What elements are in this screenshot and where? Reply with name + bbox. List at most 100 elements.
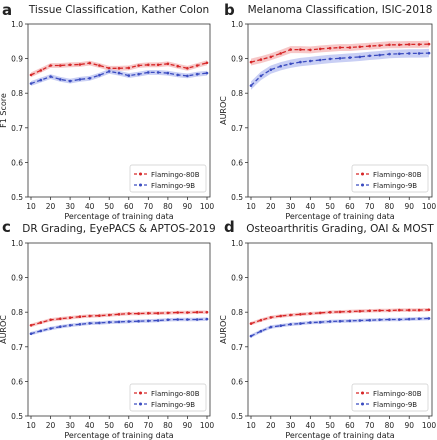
- legend-marker: [361, 402, 364, 406]
- panel-d: d Osteoarthritis Grading, OAI & MOST 0.5 0.…: [219, 218, 436, 440]
- y-tick-label: 0.6: [11, 158, 23, 167]
- y-tick-label: 0.9: [11, 55, 23, 64]
- legend-label: Flamingo-9B: [151, 182, 195, 190]
- data-point: [328, 57, 332, 61]
- data-point: [78, 323, 82, 326]
- data-point: [259, 318, 263, 322]
- y-tick-label: 0.7: [11, 343, 23, 352]
- data-point: [388, 52, 391, 56]
- data-point: [176, 64, 179, 68]
- data-point: [318, 320, 322, 324]
- data-point: [117, 313, 121, 316]
- data-point: [137, 64, 140, 67]
- data-point: [299, 313, 302, 316]
- confidence-band-1: [31, 69, 207, 86]
- legend-box: [351, 383, 429, 412]
- y-tick-label: 0.6: [231, 377, 243, 386]
- x-tick-label: 40: [85, 421, 95, 430]
- y-tick-label: 0.8: [11, 89, 23, 98]
- x-tick-label: 60: [124, 202, 134, 211]
- data-point: [186, 311, 189, 314]
- x-tick-label: 10: [246, 202, 256, 211]
- data-point: [68, 79, 72, 83]
- data-point: [269, 55, 273, 59]
- data-point: [39, 329, 43, 333]
- data-point: [176, 311, 179, 314]
- data-point: [176, 73, 179, 77]
- data-point: [166, 311, 170, 315]
- data-point: [195, 64, 199, 67]
- x-tick-label: 20: [46, 421, 56, 430]
- x-tick-label: 10: [26, 421, 36, 430]
- data-point: [98, 73, 101, 77]
- data-point: [88, 61, 91, 65]
- data-point: [127, 320, 131, 323]
- data-point: [368, 309, 372, 313]
- y-tick-label: 0.9: [11, 274, 23, 283]
- data-point: [186, 67, 189, 70]
- data-point: [249, 60, 253, 64]
- data-point: [328, 310, 332, 314]
- x-tick-label: 70: [144, 202, 154, 211]
- data-point: [88, 77, 91, 80]
- legend-marker: [361, 183, 364, 187]
- data-point: [338, 319, 342, 323]
- panel-letter: b: [224, 1, 235, 19]
- x-tick-label: 100: [422, 202, 437, 211]
- data-point: [147, 311, 150, 315]
- data-point: [279, 314, 283, 318]
- data-point: [378, 318, 381, 322]
- data-point: [348, 56, 352, 59]
- data-point: [68, 63, 72, 67]
- legend-marker: [139, 391, 142, 395]
- y-tick-label: 0.8: [231, 89, 243, 98]
- y-tick-label: 0.5: [11, 193, 23, 202]
- data-point: [309, 59, 312, 63]
- x-tick-label: 30: [286, 202, 296, 211]
- data-point: [269, 68, 273, 71]
- data-point: [98, 64, 101, 67]
- x-tick-label: 50: [104, 202, 114, 211]
- y-axis-label: AUROC: [219, 315, 228, 344]
- data-point: [59, 64, 62, 67]
- data-point: [279, 64, 283, 68]
- data-point: [378, 309, 381, 312]
- data-point: [29, 332, 33, 336]
- y-axis-label: F1 Score: [0, 93, 8, 128]
- data-point: [348, 310, 352, 313]
- x-tick-label: 50: [325, 421, 335, 430]
- y-tick-label: 1.0: [231, 239, 243, 248]
- plot-frame: [27, 242, 211, 417]
- legend-label: Flamingo-9B: [373, 401, 417, 409]
- data-point: [88, 314, 91, 318]
- data-point: [117, 67, 121, 70]
- data-point: [398, 308, 401, 312]
- legend-marker: [139, 172, 142, 176]
- x-tick-label: 100: [200, 202, 215, 211]
- x-axis-label: Percentage of training data: [285, 431, 394, 440]
- data-point: [388, 318, 391, 321]
- data-point: [318, 58, 322, 62]
- data-point: [147, 319, 150, 323]
- data-point: [186, 74, 189, 78]
- panel-letter: d: [224, 218, 235, 236]
- data-point: [176, 318, 179, 321]
- x-tick-label: 90: [404, 421, 414, 430]
- data-point: [407, 43, 411, 46]
- data-point: [348, 46, 352, 49]
- data-point: [98, 314, 101, 318]
- x-tick-label: 60: [124, 421, 134, 430]
- chart-title: Osteoarthritis Grading, OAI & MOST: [246, 223, 434, 235]
- data-point: [156, 319, 160, 322]
- data-point: [417, 317, 421, 321]
- data-point: [98, 321, 101, 325]
- legend-label: Flamingo-9B: [151, 401, 195, 409]
- data-point: [78, 315, 82, 319]
- plot-frame: [247, 23, 433, 198]
- confidence-band-1: [251, 48, 429, 90]
- data-point: [259, 329, 263, 333]
- x-tick-label: 90: [183, 421, 193, 430]
- data-point: [417, 52, 421, 55]
- x-tick-label: 20: [266, 421, 276, 430]
- data-point: [318, 47, 322, 51]
